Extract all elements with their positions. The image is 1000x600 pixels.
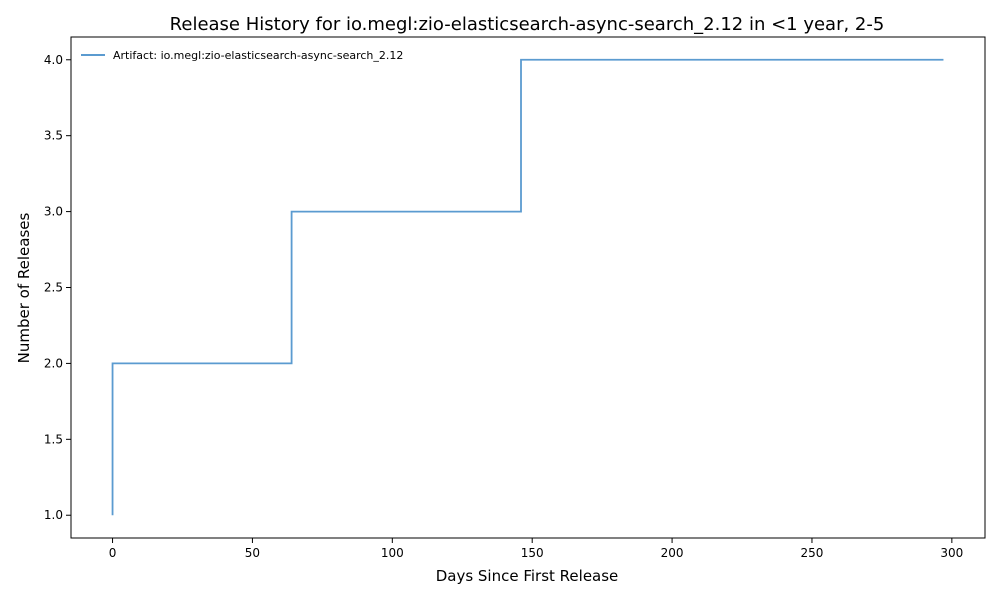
x-axis-label: Days Since First Release [436,567,619,585]
series-layer [111,58,944,516]
plot-area [70,36,986,539]
x-tick-label: 0 [109,546,117,560]
x-axis: 0 50 100 150 200 250 300 [109,538,963,560]
x-tick-label: 50 [245,546,260,560]
y-tick-label: 3.5 [44,129,63,143]
y-axis: 1.0 1.5 2.0 2.5 3.0 3.5 4.0 [44,53,71,522]
legend: Artifact: io.megl:zio-elasticsearch-asyn… [81,49,403,62]
y-axis-label: Number of Releases [15,212,33,363]
y-tick-label: 4.0 [44,53,63,67]
x-tick-label: 200 [661,546,684,560]
y-tick-label: 1.5 [44,432,63,446]
y-tick-label: 2.5 [44,281,63,295]
legend-label: Artifact: io.megl:zio-elasticsearch-asyn… [113,49,403,62]
series-step-line [111,58,944,516]
chart-title: Release History for io.megl:zio-elastics… [170,14,885,35]
y-tick-label: 2.0 [44,356,63,370]
x-tick-label: 300 [940,546,963,560]
x-tick-label: 250 [801,546,824,560]
y-tick-label: 1.0 [44,508,63,522]
x-tick-label: 150 [521,546,544,560]
y-tick-label: 3.0 [44,205,63,219]
x-tick-label: 100 [381,546,404,560]
